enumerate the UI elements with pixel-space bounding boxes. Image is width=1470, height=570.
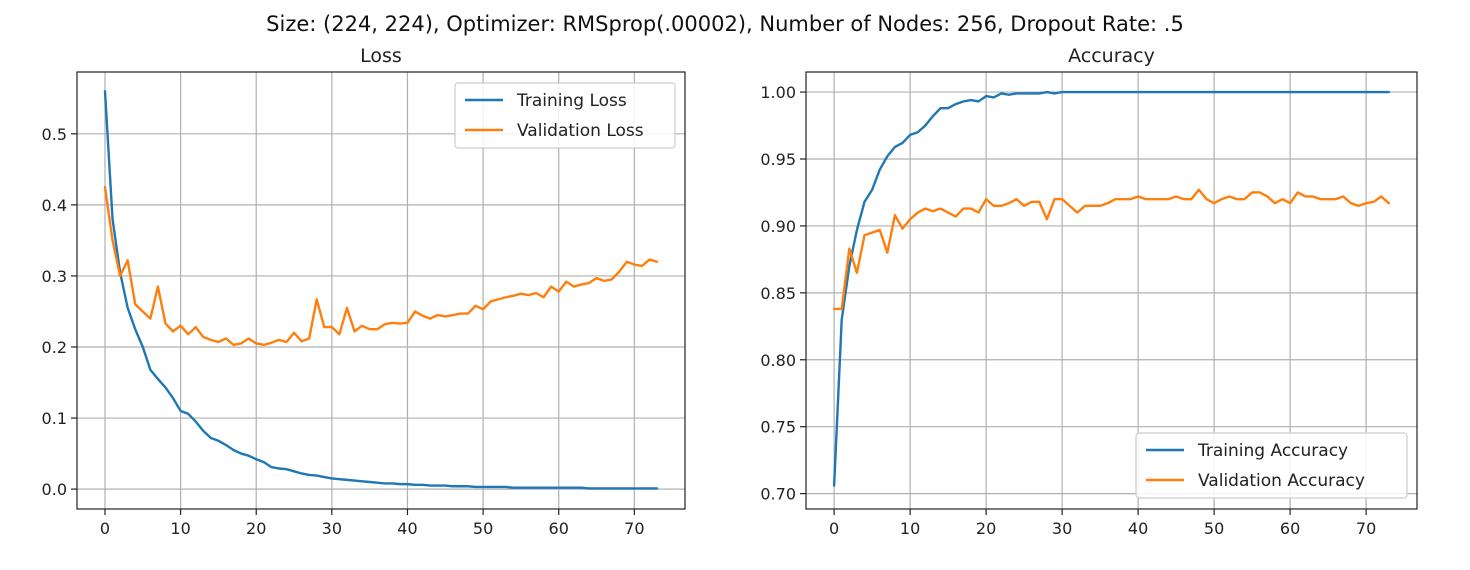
series-line-training-accuracy xyxy=(832,90,1391,487)
axes-frame xyxy=(76,71,686,510)
y-tick-label: 0.5 xyxy=(42,125,67,144)
legend-label: Training Accuracy xyxy=(1197,441,1348,461)
series-line-validation-accuracy xyxy=(832,188,1391,311)
x-tick-label: 60 xyxy=(1280,519,1300,538)
x-tick-label: 50 xyxy=(473,519,493,538)
chart-title: Accuracy xyxy=(1068,45,1155,67)
loss-chart: 0 10 20 30 40 50 60 70 0.0 0.1 0.2 0.3 0.4 0.5 Loss Tra… xyxy=(42,45,686,538)
x-tick-label: 10 xyxy=(900,519,920,538)
y-tick-label: 0.80 xyxy=(760,351,796,370)
x-tick-label: 50 xyxy=(1204,519,1224,538)
y-tick-label: 0.1 xyxy=(42,409,67,428)
y-tick-label: 0.75 xyxy=(760,418,796,437)
y-tick-label: 0.70 xyxy=(760,485,796,504)
legend-label: Training Loss xyxy=(516,91,627,111)
x-tick-label: 70 xyxy=(624,519,644,538)
legend-box xyxy=(454,82,676,149)
x-tick-label: 40 xyxy=(397,519,417,538)
y-tick-label: 0.2 xyxy=(42,338,67,357)
x-tick-label: 20 xyxy=(246,519,266,538)
legend-label: Validation Loss xyxy=(517,121,644,141)
x-tick-label: 30 xyxy=(1052,519,1072,538)
figure-suptitle: Size: (224, 224), Optimizer: RMSprop(.00… xyxy=(266,12,1184,36)
y-tick-label: 0.90 xyxy=(760,217,796,236)
axes-frame xyxy=(805,71,1418,510)
x-tick-label: 10 xyxy=(170,519,190,538)
chart-title: Loss xyxy=(360,45,402,67)
series-line-validation-loss xyxy=(103,185,659,347)
x-tick-label: 20 xyxy=(976,519,996,538)
y-tick-label: 1.00 xyxy=(760,83,796,102)
y-tick-label: 0.0 xyxy=(42,480,67,499)
x-tick-label: 0 xyxy=(100,519,110,538)
legend-label: Validation Accuracy xyxy=(1198,471,1365,491)
x-tick-label: 70 xyxy=(1356,519,1376,538)
x-tick-label: 0 xyxy=(829,519,839,538)
y-tick-label: 0.3 xyxy=(42,267,67,286)
y-tick-label: 0.95 xyxy=(760,150,796,169)
x-tick-label: 30 xyxy=(322,519,342,538)
y-tick-label: 0.85 xyxy=(760,284,796,303)
legend-box xyxy=(1135,432,1408,499)
y-tick-label: 0.4 xyxy=(42,196,67,215)
x-tick-label: 60 xyxy=(549,519,569,538)
accuracy-chart: 0 10 20 30 40 50 60 70 0.70 0.75 0.80 0.85 0.90 0.95 1… xyxy=(760,45,1418,538)
series-line-training-loss xyxy=(103,89,659,490)
x-tick-label: 40 xyxy=(1128,519,1148,538)
